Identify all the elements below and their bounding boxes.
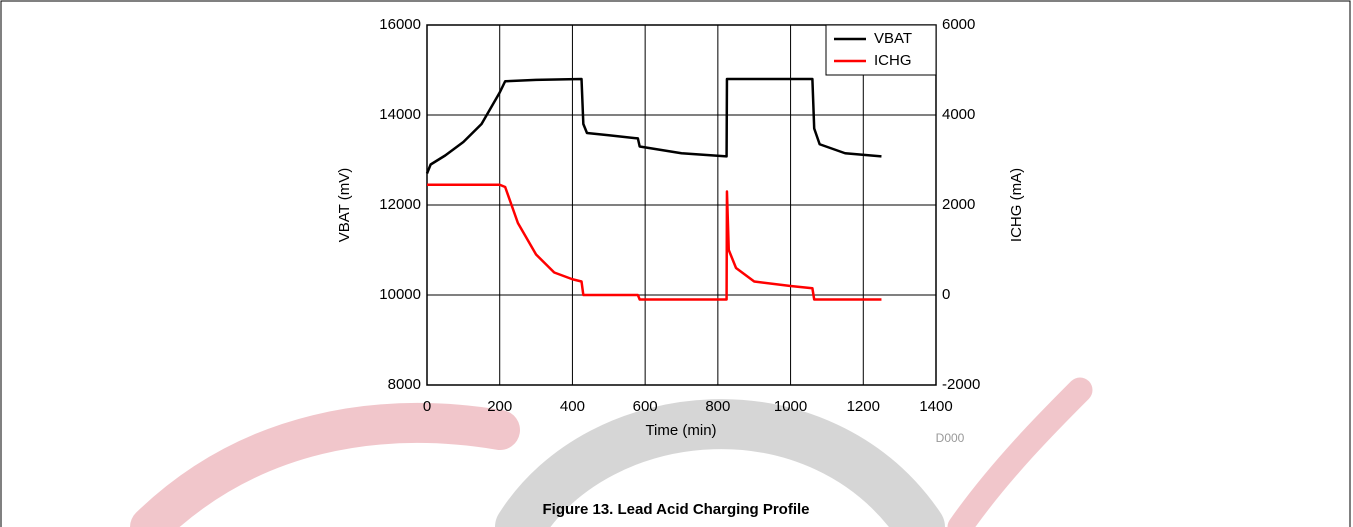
watermark-arc [130,403,520,527]
watermark-arc [495,399,945,527]
annotation: D000 [936,431,965,445]
x-tick-label: 600 [633,398,658,415]
x-tick-label: 200 [487,398,512,415]
y2-tick-label: -2000 [942,376,980,393]
x-tick-label: 800 [705,398,730,415]
watermark-arc [947,377,1093,527]
y2-axis-label: ICHG (mA) [1008,168,1025,242]
y2-tick-label: 0 [942,286,950,303]
x-tick-label: 1000 [774,398,807,415]
x-tick-label: 0 [423,398,431,415]
legend-label: VBAT [874,30,912,47]
legend-box [825,24,937,76]
x-tick-label: 1200 [847,398,880,415]
watermark [130,377,1093,527]
data-line [425,77,882,174]
y-tick-label: 14000 [379,106,421,123]
chart-title: Figure 13. Lead Acid Charging Profile [543,501,810,518]
x-axis-label: Time (min) [645,422,716,439]
y-axis-label: VBAT (mV) [336,168,353,242]
y-tick-label: 10000 [379,286,421,303]
y2-tick-label: 4000 [942,106,975,123]
legend-label: ICHG [874,52,912,69]
x-tick-label: 1400 [919,398,952,415]
y-tick-label: 16000 [379,16,421,33]
y-tick-label: 8000 [388,376,421,393]
data-line [427,183,882,301]
y2-tick-label: 6000 [942,16,975,33]
y-tick-label: 12000 [379,196,421,213]
y2-tick-label: 2000 [942,196,975,213]
x-tick-label: 400 [560,398,585,415]
